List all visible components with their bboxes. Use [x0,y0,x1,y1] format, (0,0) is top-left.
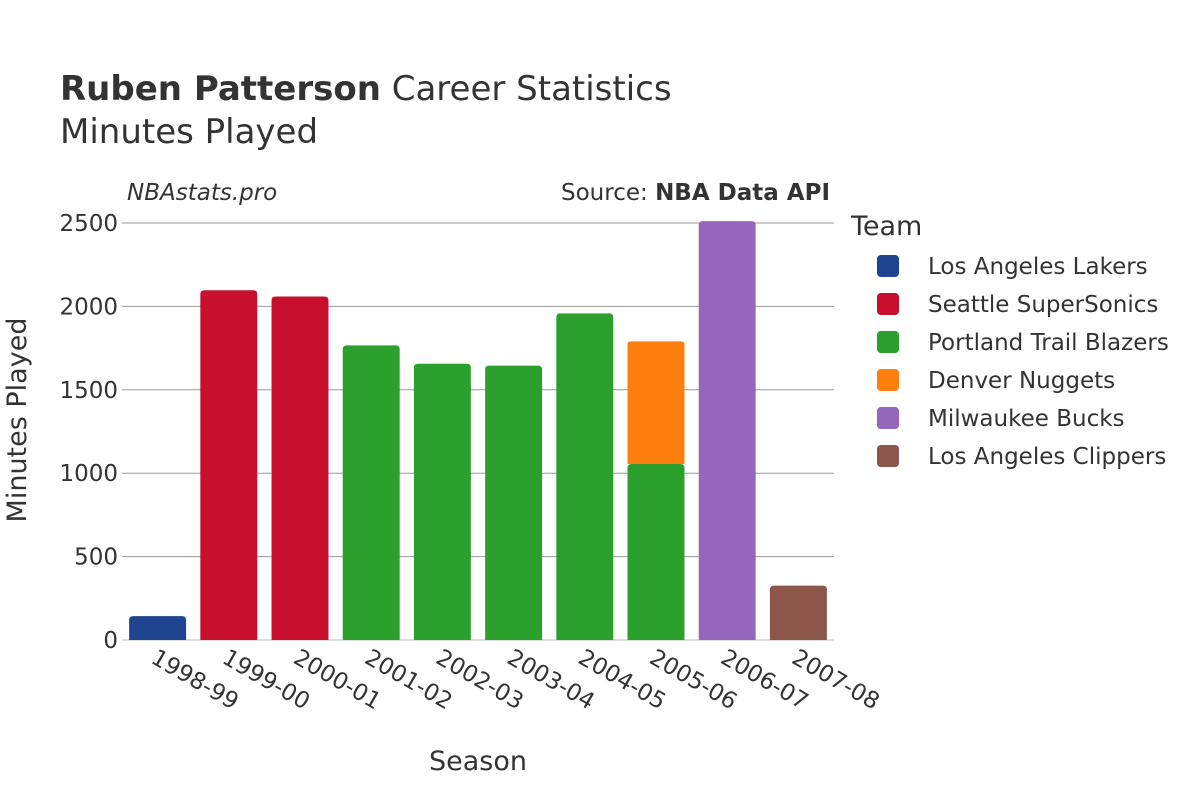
player-name: Ruben Patterson [60,69,381,109]
y-tick-label: 1500 [59,378,118,404]
legend-item[interactable]: Denver Nuggets [877,368,1115,394]
bar-portland-trail-blazers-2002-03 [413,363,471,640]
title-suffix: Career Statistics [381,69,672,109]
legend-swatch [877,407,899,429]
legend-label: Seattle SuperSonics [928,292,1158,318]
legend-label: Los Angeles Lakers [928,254,1148,280]
y-axis-title: Minutes Played [2,318,33,523]
x-axis-title: Season [429,746,527,777]
legend-swatch [877,255,899,277]
legend-item[interactable]: Portland Trail Blazers [877,330,1169,356]
bar-seattle-supersonics-1999-00 [200,290,258,640]
y-tick-label: 2000 [59,294,118,320]
legend-label: Portland Trail Blazers [928,330,1169,356]
bar-portland-trail-blazers-2004-05 [556,313,614,640]
legend: Los Angeles Lakers Seattle SuperSonics Por… [877,254,1169,470]
bars [129,221,827,640]
legend-item[interactable]: Milwaukee Bucks [877,406,1125,432]
legend-label: Denver Nuggets [928,368,1115,394]
legend-swatch [877,331,899,353]
x-axis-ticks: 1998-991999-002000-012001-022002-032003-… [147,645,884,716]
y-tick-label: 0 [103,628,118,654]
y-tick-label: 1000 [59,461,118,487]
bar-portland-trail-blazers-2003-04 [485,365,543,640]
legend-swatch [877,445,899,467]
bar-seattle-supersonics-2000-01 [271,296,329,640]
legend-label: Milwaukee Bucks [928,406,1125,432]
y-axis-ticks: 0 500 1000 1500 2000 2500 [59,211,118,654]
source-prefix: Source: [561,180,655,206]
source-name: NBA Data API [655,180,830,206]
bar-portland-trail-blazers-2005-06 [627,464,685,640]
bar-los-angeles-clippers-2007-08 [769,585,827,640]
source-credit: Source: NBA Data API [561,180,830,206]
chart-title: Ruben Patterson Career Statistics [60,69,672,109]
bar-denver-nuggets-2005-06 [627,341,685,465]
y-tick-label: 500 [74,545,118,571]
legend-title: Team [850,211,922,242]
bar-milwaukee-bucks-2006-07 [698,221,756,640]
bar-los-angeles-lakers-1998-99 [129,616,187,640]
legend-item[interactable]: Los Angeles Lakers [877,254,1148,280]
legend-label: Los Angeles Clippers [928,444,1166,470]
watermark: NBAstats.pro [127,180,277,206]
bar-portland-trail-blazers-2001-02 [342,345,400,640]
legend-swatch [877,293,899,315]
chart-subtitle: Minutes Played [60,112,318,152]
legend-item[interactable]: Seattle SuperSonics [877,292,1158,318]
legend-swatch [877,369,899,391]
legend-item[interactable]: Los Angeles Clippers [877,444,1166,470]
y-tick-label: 2500 [59,211,118,237]
